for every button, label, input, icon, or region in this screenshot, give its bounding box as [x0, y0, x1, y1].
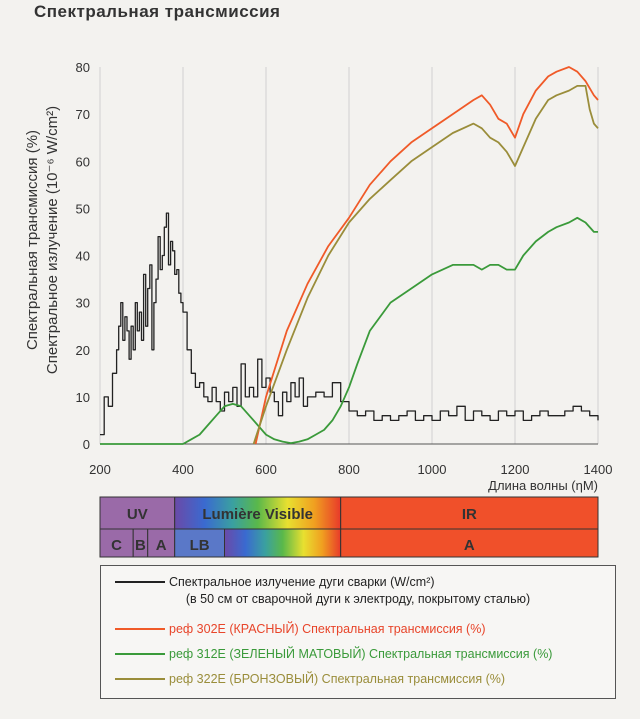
band-label-row2-0: C	[111, 537, 122, 554]
x-axis-label: Длина волны (ηM)	[488, 478, 598, 493]
spectrum-bands: UV Lumière Visible IRC B A LB A	[99, 496, 599, 558]
legend-swatch-arc	[115, 581, 165, 583]
band-row2-4	[340, 528, 599, 558]
spectral-chart: UV Lumière Visible IRC B A LB A 200 400 600 800 10…	[24, 60, 612, 558]
axis-labels: 200 400 600 800 1000 1200 1400 0 10 20 30 40 50 60 70 8…	[24, 60, 612, 493]
series-line-arc	[100, 212, 599, 436]
x-tick-label: 1400	[584, 462, 613, 477]
band-label-row1-2: IR	[462, 506, 477, 523]
y-tick-label: 10	[76, 390, 90, 405]
y-tick-label: 30	[76, 296, 90, 311]
x-tick-label: 1000	[418, 462, 447, 477]
y-axis-label: Спектральная трансмиссия (%)	[24, 130, 41, 350]
series-line-bronze	[252, 85, 599, 445]
legend-item-bronze: реф 322E (БРОНЗОВЫЙ) Спектральная трансм…	[101, 672, 505, 686]
y-tick-label: 20	[76, 343, 90, 358]
x-tick-label: 600	[255, 462, 277, 477]
legend-label-arc: Спектральное излучение дуги сварки (W/cm…	[169, 575, 435, 589]
series-line-red	[254, 66, 599, 445]
legend-label-green: реф 312E (ЗЕЛЕНЫЙ МАТОВЫЙ) Спектральная …	[169, 647, 553, 661]
y-tick-label: 60	[76, 154, 90, 169]
y-tick-label: 40	[76, 249, 90, 264]
y-tick-label: 0	[83, 437, 90, 452]
y-tick-label: 70	[76, 107, 90, 122]
x-tick-label: 1200	[501, 462, 530, 477]
band-row2-2	[147, 528, 176, 558]
legend-item-green: реф 312E (ЗЕЛЕНЫЙ МАТОВЫЙ) Спектральная …	[101, 647, 552, 661]
x-tick-label: 400	[172, 462, 194, 477]
band-label-row2-3: LB	[190, 537, 210, 554]
band-label-row1-1: Lumière Visible	[202, 506, 313, 523]
band-label-row2-4: A	[464, 537, 475, 554]
y-tick-label: 50	[76, 201, 90, 216]
legend-item-red: реф 302E (КРАСНЫЙ) Спектральная трансмис…	[101, 622, 486, 636]
band-row1-0	[99, 496, 176, 530]
band-label-row1-0: UV	[127, 506, 148, 523]
y-tick-label: 80	[76, 60, 90, 75]
series-line-green	[100, 216, 598, 445]
legend: Спектральное излучение дуги сварки (W/cm…	[100, 565, 616, 699]
x-tick-label: 800	[338, 462, 360, 477]
band-label-row2-1: B	[135, 537, 146, 554]
x-tick-label: 200	[89, 462, 111, 477]
legend-label-bronze: реф 322E (БРОНЗОВЫЙ) Спектральная трансм…	[169, 672, 506, 686]
legend-item-arc: Спектральное излучение дуги сварки (W/cm…	[101, 575, 435, 589]
series-layer	[100, 66, 599, 445]
band-row1-2	[340, 496, 599, 530]
legend-swatch-bronze	[115, 678, 165, 680]
legend-sub-arc: (в 50 см от сварочной дуги к электроду, …	[185, 592, 531, 606]
legend-swatch-green	[115, 653, 165, 655]
band-row2-visible	[224, 528, 342, 558]
legend-swatch-red	[115, 628, 165, 630]
legend-label-red: реф 302E (КРАСНЫЙ) Спектральная трансмис…	[169, 622, 486, 636]
y-axis-label: Спектральное излучение (10⁻⁶ W/cm²)	[44, 106, 61, 374]
band-label-row2-2: A	[156, 537, 167, 554]
page-title: Спектральная трансмиссия	[34, 2, 281, 21]
band-row2-3	[174, 528, 225, 558]
